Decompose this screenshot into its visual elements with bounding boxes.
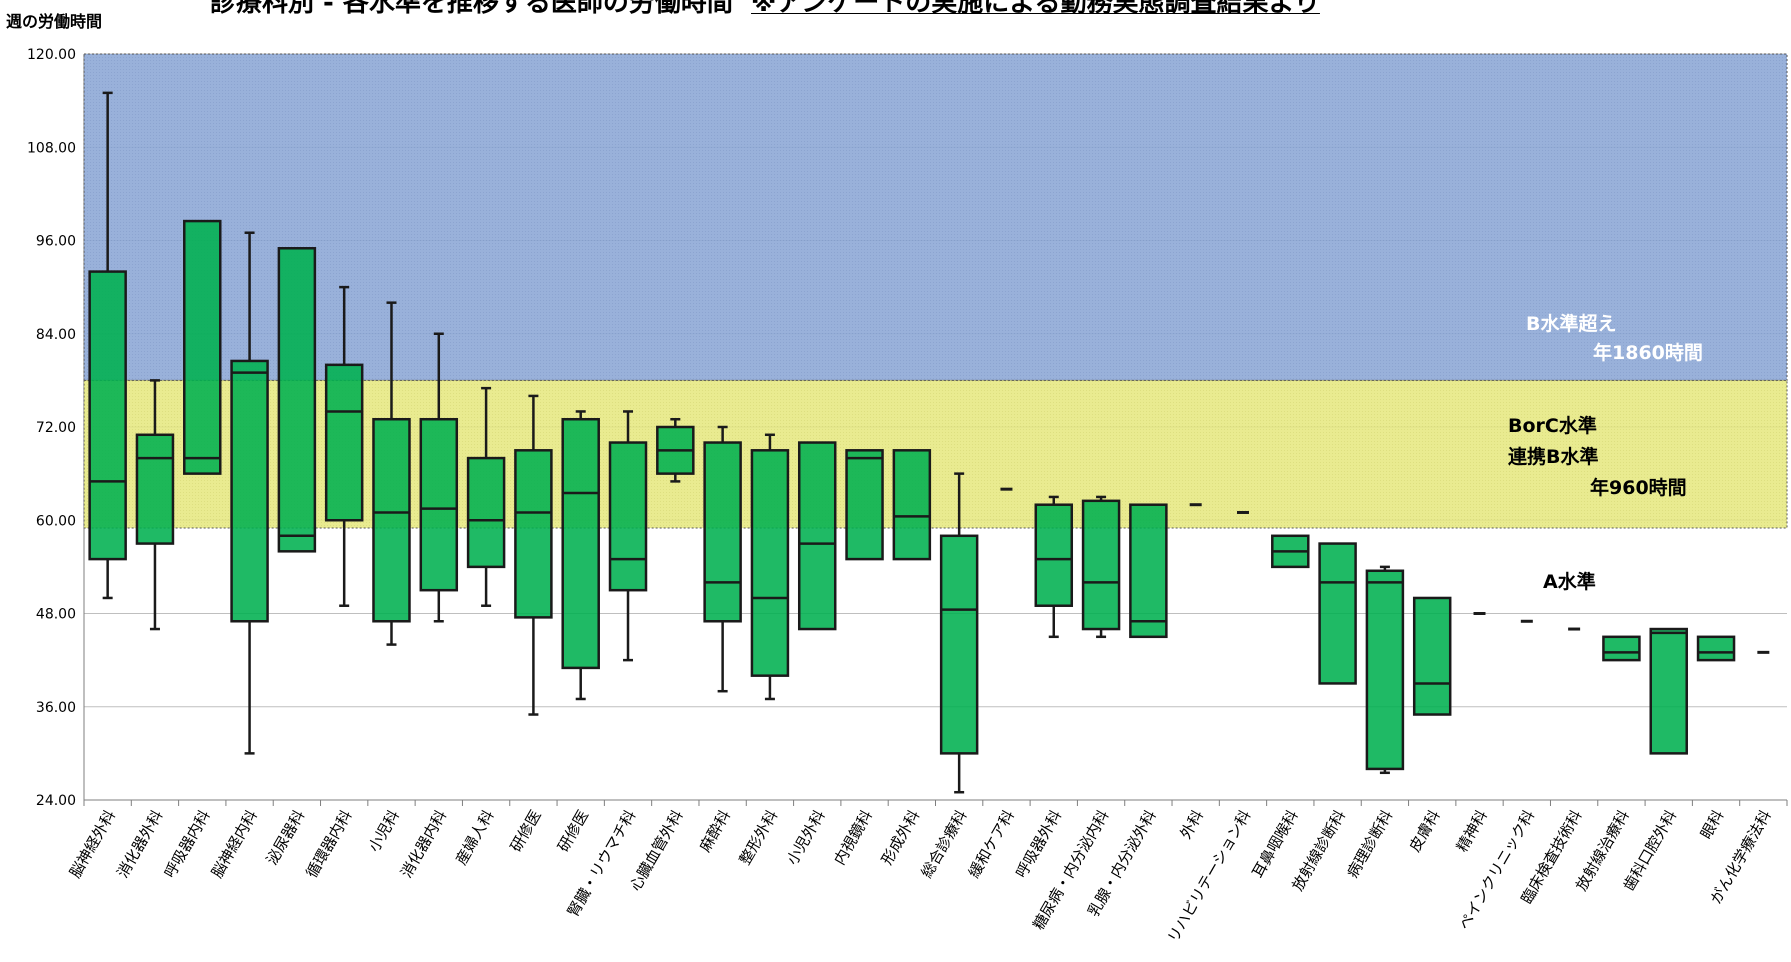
- box: [324, 363, 364, 522]
- band-c: [83, 379, 1788, 529]
- box: [750, 449, 790, 677]
- x-tick-label: 呼吸器内科: [161, 807, 214, 881]
- title-main: 診療科別 - 各水準を推移する医師の労働時間: [210, 0, 733, 14]
- box: [1081, 499, 1121, 631]
- box: [1602, 635, 1641, 662]
- x-tick-label: 消化器内科: [397, 807, 450, 881]
- page-title: 診療科別 - 各水準を推移する医師の労働時間 ※アンケートの実施による勤務実態調…: [210, 0, 1320, 14]
- x-tick-label: 消化器外科: [113, 807, 166, 881]
- box: [1129, 503, 1168, 639]
- x-tick-label: 整形外科: [736, 807, 782, 868]
- x-tick-label: 脳神経内科: [208, 807, 261, 881]
- band-c-sub: 年960時間: [1590, 476, 1687, 499]
- x-tick-label: 小児外科: [783, 807, 829, 868]
- x-tick-label: 精神科: [1453, 807, 1491, 855]
- box: [372, 417, 411, 623]
- box: [1034, 503, 1074, 607]
- title-bar: 診療科別 - 各水準を推移する医師の労働時間 ※アンケートの実施による勤務実態調…: [0, 0, 1791, 14]
- y-tick-label: 120.00: [27, 47, 76, 63]
- band-c-label: BorC水準: [1508, 414, 1597, 437]
- box: [845, 449, 884, 561]
- box: [1318, 542, 1357, 685]
- y-axis-label: 週の労働時間: [6, 12, 103, 31]
- box: [1696, 635, 1736, 662]
- boxes: [88, 91, 1770, 794]
- band-b-over: [83, 53, 1788, 381]
- x-tick-label: 総合診療科: [918, 807, 971, 881]
- box: [88, 270, 127, 561]
- x-tick-label: 研修医: [554, 807, 592, 855]
- box: [561, 417, 600, 670]
- x-tick-label: 耳鼻咽喉科: [1249, 807, 1302, 881]
- x-tick-label: 産婦人科: [452, 807, 498, 868]
- box: [1412, 596, 1452, 716]
- x-tick-label: 眼科: [1697, 807, 1728, 842]
- box: [277, 247, 317, 553]
- box: [230, 359, 269, 623]
- x-tick-label: 小児科: [365, 807, 403, 855]
- box: [419, 417, 459, 592]
- y-tick-label: 48.00: [36, 607, 76, 623]
- x-tick-label: 麻酔科: [696, 807, 734, 855]
- band-b-over-label: B水準超え: [1526, 312, 1616, 335]
- y-tick-label: 96.00: [36, 234, 76, 250]
- x-tick-label: 研修医: [507, 807, 545, 855]
- box: [703, 441, 742, 623]
- x-tick-label: 形成外科: [878, 807, 924, 868]
- box: [797, 441, 837, 631]
- y-tick-label: 24.00: [36, 793, 76, 809]
- band-b-over-sub: 年1860時間: [1593, 341, 1703, 364]
- box: [939, 534, 979, 755]
- y-tick-label: 108.00: [27, 140, 76, 156]
- x-tick-label: 呼吸器外科: [1012, 807, 1065, 881]
- box: [183, 219, 222, 475]
- y-tick-label: 72.00: [36, 420, 76, 436]
- band-c-label2: 連携B水準: [1508, 445, 1598, 468]
- box: [1649, 627, 1688, 755]
- box: [1365, 569, 1405, 771]
- y-tick-label: 84.00: [36, 327, 76, 343]
- x-tick-label: 脳神経外科: [66, 807, 119, 881]
- x-tick-label: 内視鏡科: [830, 807, 876, 868]
- x-tick-label: 皮膚科: [1406, 807, 1444, 855]
- x-tick-label: 循環器内科: [303, 807, 356, 881]
- x-tick-label: 泌尿器科: [263, 807, 309, 868]
- bands: [83, 53, 1788, 529]
- y-ticks: 24.00 36.00 48.00 60.00 72.00 84.00 96.00 108.0…: [27, 47, 76, 809]
- x-tick-label: 病理診断科: [1343, 807, 1396, 881]
- y-tick-label: 60.00: [36, 513, 76, 529]
- title-note: ※アンケートの実施による勤務実態調査結果より: [751, 0, 1320, 14]
- box: [892, 449, 932, 561]
- y-tick-label: 36.00: [36, 700, 76, 716]
- box: [135, 433, 175, 545]
- box: [514, 449, 553, 619]
- box: [466, 456, 506, 569]
- x-tick-label: 緩和ケア科: [965, 807, 1018, 881]
- x-tick-label: 外科: [1177, 807, 1208, 842]
- box: [608, 441, 648, 592]
- x-tick-label: リハビリテーション科: [1164, 807, 1254, 946]
- band-a-label: A水準: [1543, 570, 1596, 593]
